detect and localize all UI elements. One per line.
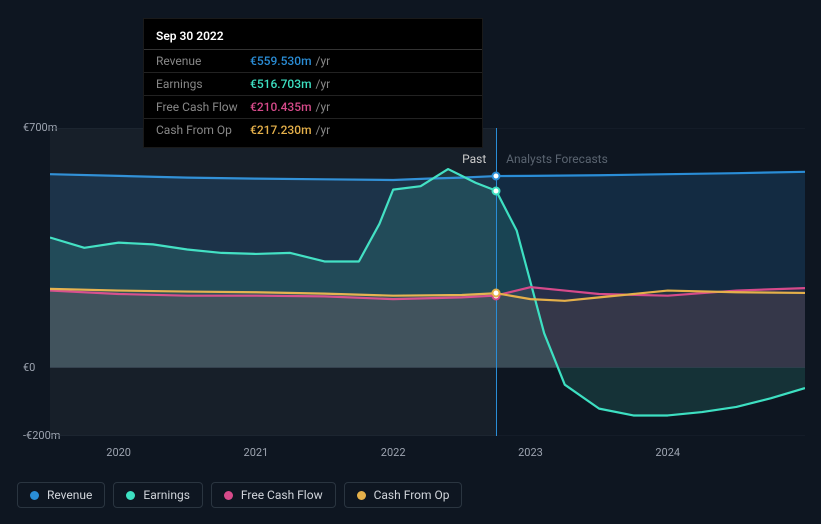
tooltip-row-value: €559.530m	[250, 54, 312, 68]
tooltip-row-unit: /yr	[316, 54, 331, 68]
legend-item-fcf[interactable]: Free Cash Flow	[211, 482, 336, 508]
chart-legend: Revenue Earnings Free Cash Flow Cash From O…	[17, 482, 462, 508]
tooltip-date: Sep 30 2022	[144, 29, 482, 50]
x-tick-label: 2020	[106, 446, 131, 459]
tooltip-row-unit: /yr	[316, 123, 331, 137]
tooltip-row-value: €217.230m	[250, 123, 312, 137]
legend-item-revenue[interactable]: Revenue	[17, 482, 105, 508]
tooltip-row-label: Earnings	[156, 77, 250, 91]
tooltip-row: Earnings€516.703m/yr	[144, 73, 482, 96]
y-tick-label: €0	[23, 361, 35, 374]
financials-chart: Sep 30 2022 Revenue€559.530m/yrEarnings€…	[17, 18, 805, 508]
x-tick-label: 2024	[655, 446, 680, 459]
marker-cfo	[492, 289, 501, 298]
legend-label: Earnings	[143, 488, 190, 502]
tooltip-row-label: Free Cash Flow	[156, 100, 250, 114]
legend-dot-icon	[224, 491, 233, 500]
past-label: Past	[462, 152, 486, 166]
tooltip-row: Free Cash Flow€210.435m/yr	[144, 96, 482, 119]
tooltip-row-value: €210.435m	[250, 100, 312, 114]
legend-item-cfo[interactable]: Cash From Op	[344, 482, 463, 508]
tooltip-row-value: €516.703m	[250, 77, 312, 91]
x-tick-label: 2021	[244, 446, 269, 459]
tooltip-row-unit: /yr	[316, 100, 331, 114]
legend-dot-icon	[357, 491, 366, 500]
legend-dot-icon	[126, 491, 135, 500]
tooltip-row-unit: /yr	[316, 77, 331, 91]
x-axis: 2020 2021 2022 2023 2024	[50, 446, 805, 464]
chart-svg	[50, 128, 805, 436]
tooltip-row: Cash From Op€217.230m/yr	[144, 119, 482, 141]
marker-earnings	[492, 186, 501, 195]
tooltip-row-label: Revenue	[156, 54, 250, 68]
marker-revenue	[492, 172, 501, 181]
legend-label: Free Cash Flow	[241, 488, 323, 502]
x-tick-label: 2023	[518, 446, 543, 459]
tooltip-row: Revenue€559.530m/yr	[144, 50, 482, 73]
legend-label: Cash From Op	[374, 488, 450, 502]
forecast-label: Analysts Forecasts	[506, 152, 608, 166]
chart-plot[interactable]: Past Analysts Forecasts	[50, 128, 805, 436]
legend-label: Revenue	[47, 488, 92, 502]
x-tick-label: 2022	[381, 446, 406, 459]
chart-tooltip: Sep 30 2022 Revenue€559.530m/yrEarnings€…	[143, 18, 483, 148]
tooltip-row-label: Cash From Op	[156, 123, 250, 137]
legend-dot-icon	[30, 491, 39, 500]
legend-item-earnings[interactable]: Earnings	[113, 482, 203, 508]
